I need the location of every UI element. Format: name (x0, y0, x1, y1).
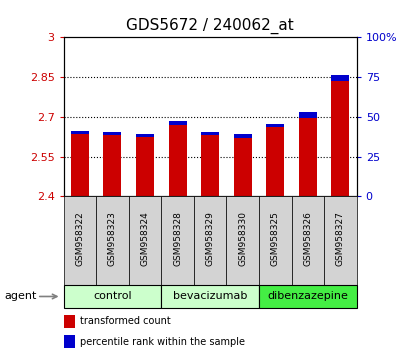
Bar (330, 81, 348, 196)
Bar (71, 131, 89, 134)
Bar (266, 127, 283, 196)
Text: GSM958328: GSM958328 (173, 211, 182, 267)
Bar (136, 133, 153, 137)
Bar (258, 285, 356, 308)
Text: percentile rank within the sample: percentile rank within the sample (79, 337, 244, 347)
Text: bevacizumab: bevacizumab (173, 291, 247, 302)
Bar (161, 285, 258, 308)
Bar (233, 138, 251, 196)
Bar (193, 196, 226, 285)
Bar (324, 196, 356, 285)
Text: GSM958330: GSM958330 (238, 211, 247, 267)
Bar (168, 125, 186, 196)
Bar (258, 196, 291, 285)
Title: GDS5672 / 240062_at: GDS5672 / 240062_at (126, 18, 293, 34)
Bar (63, 335, 75, 348)
Bar (266, 124, 283, 127)
Bar (63, 315, 75, 328)
Bar (136, 137, 153, 196)
Text: transformed count: transformed count (79, 316, 170, 326)
Bar (201, 136, 218, 196)
Bar (233, 134, 251, 137)
Bar (201, 132, 218, 135)
Bar (103, 132, 121, 135)
Text: GSM958325: GSM958325 (270, 211, 279, 267)
Text: GSM958324: GSM958324 (140, 212, 149, 266)
Bar (168, 121, 186, 125)
Text: GSM958322: GSM958322 (75, 212, 84, 266)
Bar (226, 196, 258, 285)
Bar (298, 118, 316, 196)
Text: GSM958327: GSM958327 (335, 211, 344, 267)
Bar (161, 196, 193, 285)
Bar (330, 75, 348, 81)
Text: agent: agent (4, 291, 36, 302)
Text: GSM958329: GSM958329 (205, 211, 214, 267)
Text: GSM958323: GSM958323 (108, 211, 117, 267)
Bar (298, 112, 316, 118)
Bar (128, 196, 161, 285)
Text: dibenzazepine: dibenzazepine (267, 291, 347, 302)
Bar (291, 196, 324, 285)
Bar (63, 285, 161, 308)
Bar (96, 196, 128, 285)
Text: control: control (93, 291, 131, 302)
Bar (103, 136, 121, 196)
Bar (63, 196, 96, 285)
Text: GSM958326: GSM958326 (303, 211, 312, 267)
Bar (71, 134, 89, 196)
